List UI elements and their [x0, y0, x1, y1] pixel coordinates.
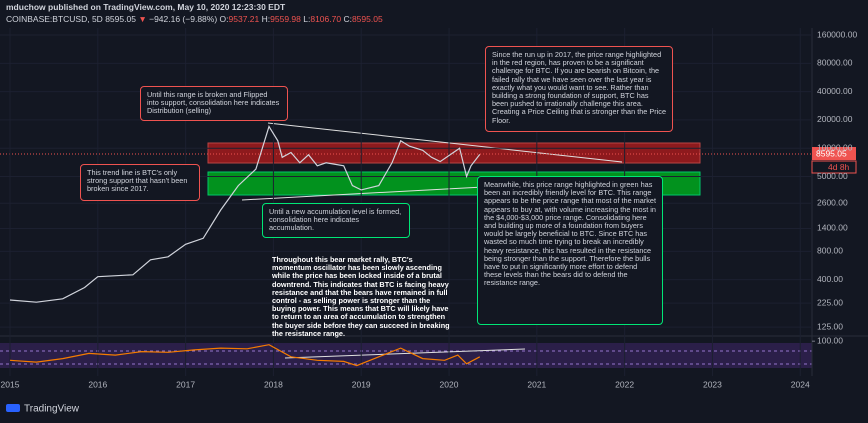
annotation: Since the run up in 2017, the price rang… — [485, 46, 673, 132]
x-tick-label: 2018 — [264, 379, 283, 389]
oscillator-band — [0, 343, 812, 368]
countdown: 4d 8h — [828, 162, 850, 172]
x-tick-label: 2015 — [1, 379, 20, 389]
y-tick-label: 160000.00 — [817, 29, 857, 39]
trend-line — [267, 122, 623, 163]
x-tick-label: 2020 — [440, 379, 459, 389]
x-tick-label: 2017 — [176, 379, 195, 389]
last-price-box — [812, 147, 856, 160]
x-tick-label: 2022 — [615, 379, 634, 389]
y-tick-label: 2600.00 — [817, 197, 848, 207]
close: 8595.05 — [351, 14, 383, 24]
open: 9537.21 — [228, 14, 260, 24]
price: 8595.05 — [105, 14, 136, 24]
ohlc-bar: COINBASE:BTCUSD, 5D 8595.05 ▼ −942.16 (−… — [6, 14, 383, 24]
resistance-zone — [207, 142, 701, 164]
price-line — [9, 125, 481, 303]
y-tick-label: 5000.00 — [817, 171, 848, 181]
brand: TradingView — [24, 404, 80, 415]
annotation: This trend line is BTC's only strong sup… — [80, 164, 200, 201]
y-tick-label: 10000.00 — [817, 142, 853, 152]
y-tick-label: 80000.00 — [817, 58, 853, 68]
x-tick-label: 2016 — [88, 379, 107, 389]
y-tick-label: 20000.00 — [817, 114, 853, 124]
annotation: Meanwhile, this price range highlighted … — [477, 176, 663, 325]
countdown-box — [811, 160, 857, 174]
annotation: Throughout this bear market rally, BTC's… — [272, 255, 450, 338]
y-tick-label: 1400.00 — [817, 223, 848, 233]
symbol: COINBASE:BTCUSD, 5D — [6, 14, 103, 24]
x-tick-label: 2024 — [791, 379, 810, 389]
trend-line — [284, 348, 526, 359]
y-tick-label: 400.00 — [817, 274, 843, 284]
y-tick-label: 100.00 — [817, 335, 843, 345]
y-tick-label: 225.00 — [817, 297, 843, 307]
x-tick-label: 2021 — [527, 379, 546, 389]
y-tick-label: 800.00 — [817, 246, 843, 256]
l-label: L: — [303, 14, 311, 24]
arrow: ▼ — [138, 14, 147, 24]
o-label: O: — [219, 14, 229, 24]
annotation: Until a new accumulation level is formed… — [262, 203, 410, 238]
price-line — [9, 344, 481, 367]
last-price-label: 8595.05 — [816, 148, 847, 158]
logo — [6, 404, 20, 412]
x-tick-label: 2019 — [352, 379, 371, 389]
c-label: C: — [343, 14, 352, 24]
y-tick-label: 40000.00 — [817, 86, 853, 96]
high: 9559.98 — [270, 14, 301, 24]
annotation: Until this range is broken and Flipped i… — [140, 86, 288, 121]
x-tick-label: 2023 — [703, 379, 722, 389]
y-tick-label: 125.00 — [817, 321, 843, 331]
publisher: mduchow published on TradingView.com, Ma… — [6, 2, 286, 12]
h-label: H: — [261, 14, 271, 24]
change: −942.16 (−9.88%) — [149, 14, 218, 24]
low: 8106.70 — [310, 14, 342, 24]
